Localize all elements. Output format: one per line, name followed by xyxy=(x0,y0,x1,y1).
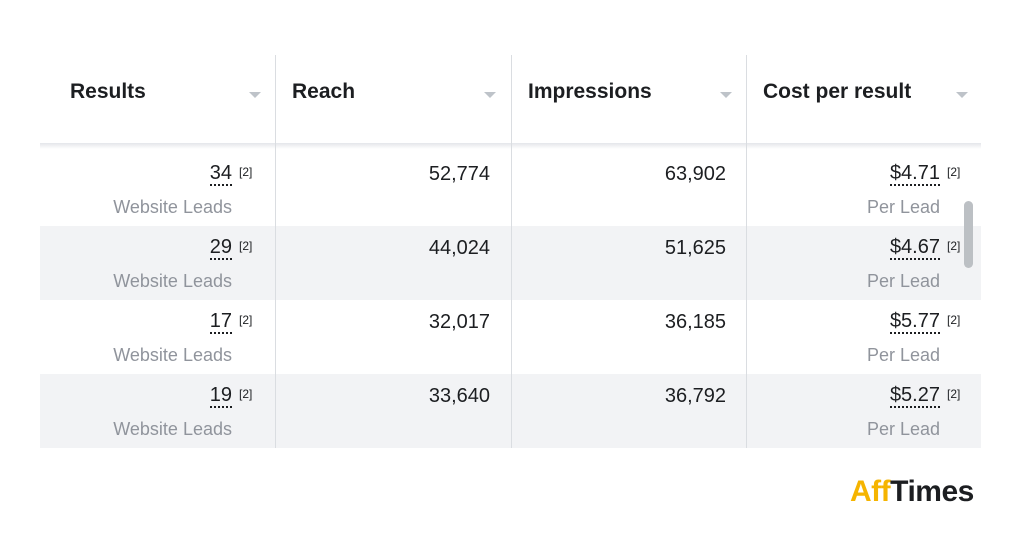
column-divider xyxy=(511,55,512,448)
reach-value: 33,640 xyxy=(428,385,490,407)
footnote: [2] xyxy=(239,313,253,327)
reach-value: 44,024 xyxy=(428,237,490,259)
footnote: [2] xyxy=(239,239,253,253)
header-shadow xyxy=(40,143,981,149)
cost-value[interactable]: $4.67 xyxy=(889,236,940,260)
cost-unit: Per Lead xyxy=(866,197,940,217)
result-count[interactable]: 19 xyxy=(209,384,232,408)
result-count[interactable]: 29 xyxy=(209,236,232,260)
result-type: Website Leads xyxy=(113,197,232,217)
sort-caret[interactable] xyxy=(720,92,732,98)
column-divider xyxy=(746,55,747,448)
footnote: [2] xyxy=(947,165,961,179)
logo: AffTimes xyxy=(850,475,974,509)
cost-unit: Per Lead xyxy=(866,271,940,291)
table-row xyxy=(40,300,981,374)
column-header[interactable]: Results xyxy=(70,80,146,103)
result-type: Website Leads xyxy=(113,271,232,291)
footnote: [2] xyxy=(947,387,961,401)
footnote: [2] xyxy=(239,387,253,401)
footnote: [2] xyxy=(239,165,253,179)
footnote: [2] xyxy=(947,239,961,253)
column-header[interactable]: Impressions xyxy=(528,80,652,103)
impressions-value: 63,902 xyxy=(664,163,726,185)
cost-value[interactable]: $5.27 xyxy=(889,384,940,408)
sort-caret[interactable] xyxy=(484,92,496,98)
result-type: Website Leads xyxy=(113,419,232,439)
sort-caret[interactable] xyxy=(249,92,261,98)
column-header[interactable]: Reach xyxy=(292,80,356,103)
impressions-value: 36,792 xyxy=(664,385,726,407)
table: Results Reach Impressions Cost per result 34… xyxy=(40,55,981,448)
table-row xyxy=(40,226,981,300)
cost-unit: Per Lead xyxy=(866,345,940,365)
result-type: Website Leads xyxy=(113,345,232,365)
logo-accent: Aff xyxy=(850,475,891,508)
cost-value[interactable]: $4.71 xyxy=(889,162,940,186)
result-count[interactable]: 34 xyxy=(209,162,232,186)
sort-caret[interactable] xyxy=(956,92,968,98)
impressions-value: 36,185 xyxy=(664,311,726,333)
scrollbar[interactable] xyxy=(964,201,973,268)
result-count[interactable]: 17 xyxy=(209,310,232,334)
reach-value: 32,017 xyxy=(428,311,490,333)
footnote: [2] xyxy=(947,313,961,327)
impressions-value: 51,625 xyxy=(664,237,726,259)
column-header[interactable]: Cost per result xyxy=(763,80,912,103)
reach-value: 52,774 xyxy=(428,163,490,185)
table-row xyxy=(40,152,981,226)
cost-unit: Per Lead xyxy=(866,419,940,439)
logo-text: Times xyxy=(890,475,974,508)
table-row xyxy=(40,374,981,448)
cost-value[interactable]: $5.77 xyxy=(889,310,940,334)
column-divider xyxy=(275,55,276,448)
